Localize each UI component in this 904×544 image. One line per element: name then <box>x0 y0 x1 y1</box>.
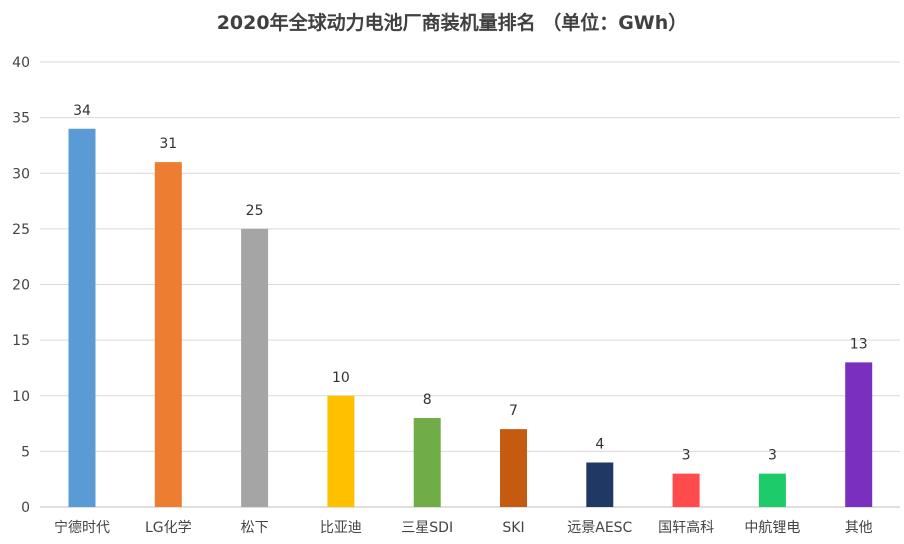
category-label: SKI <box>502 520 524 536</box>
category-label: 松下 <box>241 520 269 536</box>
bar <box>327 395 355 507</box>
category-label: 比亚迪 <box>320 520 362 536</box>
data-label: 25 <box>246 203 264 219</box>
data-label: 31 <box>159 136 177 152</box>
data-label: 10 <box>332 370 350 386</box>
data-label: 8 <box>423 392 432 408</box>
y-tick-label: 20 <box>12 278 30 294</box>
data-label: 7 <box>509 403 518 419</box>
category-label: 远景AESC <box>567 520 632 536</box>
bar <box>241 228 269 507</box>
y-tick-label: 10 <box>12 389 30 405</box>
chart-title: 2020年全球动力电池厂商装机量排名 （单位：GWh） <box>216 12 688 34</box>
category-label: 其他 <box>845 520 873 536</box>
y-tick-label: 35 <box>12 111 30 127</box>
y-tick-label: 15 <box>12 333 30 349</box>
y-tick-label: 5 <box>21 444 30 460</box>
bar <box>500 429 527 507</box>
bar <box>413 418 441 507</box>
y-tick-label: 30 <box>12 166 30 182</box>
category-label: LG化学 <box>145 520 192 536</box>
bar <box>758 473 786 507</box>
data-label: 3 <box>682 448 691 464</box>
data-label: 4 <box>595 437 604 453</box>
y-tick-label: 40 <box>12 55 30 71</box>
category-label: 三星SDI <box>401 520 453 536</box>
y-tick-label: 0 <box>21 500 30 516</box>
bar <box>68 128 96 507</box>
category-label: 中航锂电 <box>744 520 800 536</box>
bar <box>845 362 873 507</box>
y-tick-label: 25 <box>12 222 30 238</box>
category-label: 国轩高科 <box>658 519 714 536</box>
bar <box>586 462 614 507</box>
bar <box>672 473 700 507</box>
data-label: 13 <box>850 336 868 352</box>
data-label: 34 <box>73 103 91 119</box>
bar <box>154 162 182 507</box>
category-label: 宁德时代 <box>54 519 110 536</box>
data-label: 3 <box>768 448 777 464</box>
